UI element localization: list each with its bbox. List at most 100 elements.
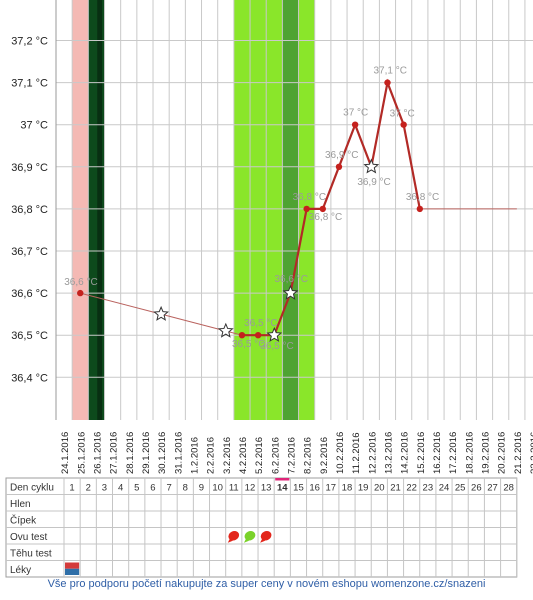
phase-band (233, 0, 315, 420)
phase-band-stripe (97, 0, 103, 420)
data-label: 36,8 °C (293, 192, 326, 203)
star-marker (266, 326, 283, 342)
x-axis: 24.1.2016 25.1.2016 26.1.2016 27.1.2016 28.1… (60, 432, 533, 474)
x-tick-label: 25.1.2016 (76, 432, 87, 474)
table-row-label: Čípek (10, 514, 37, 527)
data-point (77, 289, 84, 297)
bands-layer (72, 0, 315, 420)
x-tick-label: 1.2.2016 (189, 437, 200, 474)
x-tick-label: 11.2.2016 (351, 432, 362, 474)
x-tick-label: 31.1.2016 (173, 432, 184, 474)
x-tick-label: 8.2.2016 (303, 437, 314, 474)
x-tick-label: 17.2.2016 (448, 432, 459, 474)
cycle-day-label: 9 (199, 483, 204, 494)
x-tick-label: 30.1.2016 (157, 432, 168, 474)
grid-layer (55, 0, 533, 420)
cycle-day-label: 10 (212, 483, 223, 494)
x-tick-label: 26.1.2016 (92, 432, 103, 474)
data-point (416, 205, 424, 213)
data-label: 36,5 °C (232, 339, 265, 350)
cycle-day-label: 20 (374, 483, 385, 494)
cycle-day-label: 3 (102, 483, 107, 494)
cycle-day-label: 25 (455, 483, 466, 494)
ovu-test-icon (228, 530, 240, 541)
y-tick-label: 36,9 °C (11, 162, 48, 174)
data-point (351, 121, 359, 128)
data-point (303, 205, 310, 213)
y-tick-label: 36,7 °C (11, 246, 48, 258)
x-tick-label: 12.2.2016 (367, 432, 378, 474)
cycle-day-label: 22 (406, 483, 417, 494)
y-axis: 37,2 °C 37,1 °C 37 °C 36,9 °C 36,8 °C 36,7 °C… (11, 36, 48, 385)
x-tick-label: 27.1.2016 (109, 432, 120, 474)
y-tick-label: 36,4 °C (11, 372, 48, 384)
cycle-day-label: 14 (277, 483, 288, 494)
ovu-test-icon (260, 530, 272, 541)
x-tick-label: 13.2.2016 (383, 432, 394, 474)
x-tick-label: 18.2.2016 (464, 432, 475, 474)
x-tick-label: 5.2.2016 (254, 437, 265, 474)
y-tick-label: 37,2 °C (11, 36, 48, 48)
x-tick-label: 2.2.2016 (206, 437, 217, 474)
table-row-label: Léky (10, 565, 31, 576)
cycle-day-label: 17 (326, 483, 337, 494)
cycle-day-label: 13 (261, 483, 272, 494)
x-tick-label: 21.2.2016 (513, 432, 524, 474)
cycle-day-label: 18 (342, 483, 353, 494)
data-label: 36,5 °C (244, 318, 277, 329)
table-row-label: Hlen (10, 499, 31, 510)
medication-icon-top (65, 562, 80, 569)
cycle-day-label: 11 (229, 483, 239, 494)
x-tick-label: 24.1.2016 (60, 432, 71, 474)
data-label: 36,6 °C (274, 274, 307, 285)
x-tick-label: 19.2.2016 (481, 432, 492, 474)
cycle-day-label: 26 (471, 483, 482, 494)
x-tick-label: 14.2.2016 (400, 432, 411, 474)
x-tick-label: 29.1.2016 (141, 432, 152, 474)
footer-link[interactable]: Vše pro podporu početí nakupujte za supe… (47, 578, 486, 590)
medication-icon-bottom (65, 568, 80, 575)
star-marker (282, 284, 299, 300)
x-tick-label: 4.2.2016 (238, 437, 249, 474)
y-tick-label: 36,5 °C (11, 330, 48, 342)
data-label: 37,1 °C (373, 66, 406, 77)
data-label: 37 °C (343, 108, 368, 119)
data-label: 36,8 °C (309, 212, 342, 223)
x-tick-label: 3.2.2016 (222, 437, 233, 474)
table-row-label: Těhu test (10, 549, 52, 560)
ovu-test-icon (244, 530, 256, 541)
table-header-label: Den cyklu (10, 483, 54, 494)
x-tick-label: 16.2.2016 (432, 432, 443, 474)
bbt-chart: 37,2 °C 37,1 °C 37 °C 36,9 °C 36,8 °C 36,7 °C… (5, 0, 533, 578)
footer-promo[interactable]: Vše pro podporu početí nakupujte za supe… (0, 578, 533, 590)
y-tick-label: 36,8 °C (11, 204, 48, 216)
x-tick-label: 20.2.2016 (497, 432, 508, 474)
y-tick-label: 37 °C (20, 120, 48, 132)
x-tick-label: 7.2.2016 (286, 437, 297, 474)
x-tick-label: 9.2.2016 (319, 437, 330, 474)
phase-band (72, 0, 89, 420)
data-label: 36,9 °C (357, 177, 390, 188)
data-label: 36,8 °C (406, 192, 439, 203)
cycle-day-label: 28 (503, 483, 514, 494)
cycle-day-label: 19 (358, 483, 369, 494)
series-layer: 36,6 °C36,5 °C36,5 °C36,5 °C36,6 °C36,8 … (64, 66, 517, 352)
data-point (335, 163, 343, 170)
data-label: 36,5 °C (260, 341, 293, 352)
data-label: 36,6 °C (64, 277, 97, 288)
phase-band (282, 0, 299, 420)
cycle-day-label: 2 (86, 483, 91, 494)
star-marker (217, 322, 234, 338)
highlighted-day-marker (275, 478, 290, 481)
cycle-table: Den cyklu 1 2 3 4 5 6 7 8 9 10 11 12 13 14 15 16 17 18 19 20… (5, 477, 518, 578)
cycle-day-label: 5 (134, 483, 139, 494)
data-point (254, 332, 262, 339)
x-tick-label: 22.2.2016 (529, 432, 533, 474)
star-marker (363, 158, 380, 174)
series-line-interpolated (80, 292, 243, 336)
x-tick-label: 10.2.2016 (335, 432, 346, 474)
cycle-day-label: 16 (309, 483, 320, 494)
cycle-day-label: 12 (245, 483, 256, 494)
cycle-day-label: 21 (390, 483, 401, 494)
data-point (319, 205, 327, 213)
